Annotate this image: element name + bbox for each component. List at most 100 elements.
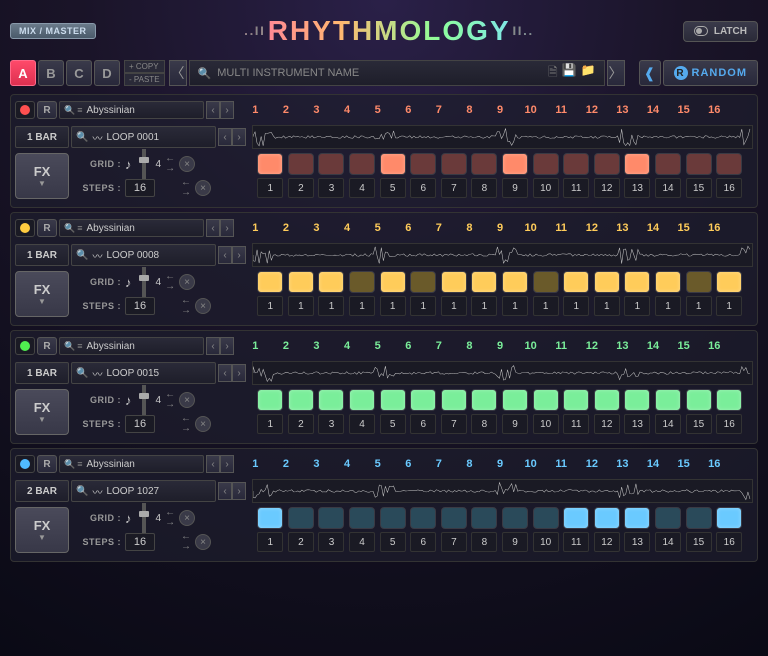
step-value[interactable]: 3 [318, 414, 344, 434]
prev-loop-button[interactable]: ‹ [218, 364, 232, 382]
steps-count[interactable]: 16 [125, 533, 155, 551]
step-value[interactable]: 5 [380, 414, 406, 434]
step-pad[interactable] [410, 271, 436, 293]
copy-button[interactable]: + COPY [124, 60, 165, 73]
step-value[interactable]: 15 [686, 532, 712, 552]
step-value[interactable]: 11 [563, 178, 589, 198]
step-value[interactable]: 1 [318, 296, 344, 316]
step-pad[interactable] [471, 271, 497, 293]
r-button[interactable]: R [37, 455, 57, 473]
waveform-display[interactable] [252, 125, 753, 149]
step-value[interactable]: 1 [257, 178, 283, 198]
step-pad[interactable] [716, 153, 742, 175]
arrow-left-icon[interactable]: ← [181, 297, 191, 305]
close-button[interactable]: × [195, 180, 211, 196]
step-value[interactable]: 1 [441, 296, 467, 316]
step-pad[interactable] [318, 271, 344, 293]
page-a-button[interactable]: A [10, 60, 36, 86]
step-pad[interactable] [410, 507, 436, 529]
step-pad[interactable] [318, 389, 344, 411]
next-preset-button[interactable]: › [220, 219, 234, 237]
step-value[interactable]: 1 [624, 296, 650, 316]
step-pad[interactable] [288, 271, 314, 293]
step-value[interactable]: 8 [471, 414, 497, 434]
loop-select[interactable]: 🔍〰 LOOP 0015 [71, 362, 216, 384]
step-value[interactable]: 7 [441, 178, 467, 198]
step-value[interactable]: 16 [716, 532, 742, 552]
step-pad[interactable] [288, 389, 314, 411]
r-button[interactable]: R [37, 337, 57, 355]
step-pad[interactable] [441, 153, 467, 175]
record-button[interactable] [15, 455, 35, 473]
arrow-left-icon[interactable]: ← [181, 415, 191, 423]
step-pad[interactable] [686, 389, 712, 411]
loop-select[interactable]: 🔍〰 LOOP 0001 [71, 126, 216, 148]
step-value[interactable]: 12 [594, 414, 620, 434]
step-pad[interactable] [471, 507, 497, 529]
step-value[interactable]: 16 [716, 414, 742, 434]
step-pad[interactable] [686, 271, 712, 293]
step-pad[interactable] [716, 271, 742, 293]
steps-count[interactable]: 16 [125, 179, 155, 197]
step-pad[interactable] [655, 271, 681, 293]
prev-preset-button[interactable]: ‹ [206, 219, 220, 237]
prev-loop-button[interactable]: ‹ [218, 128, 232, 146]
step-value[interactable]: 11 [563, 532, 589, 552]
step-pad[interactable] [655, 389, 681, 411]
fx-button[interactable]: FX▼ [15, 389, 69, 435]
arrow-right-icon[interactable]: → [165, 165, 175, 173]
step-value[interactable]: 14 [655, 414, 681, 434]
close-button[interactable]: × [179, 510, 195, 526]
preset-select[interactable]: 🔍≡ Abyssinian [59, 101, 204, 119]
step-value[interactable]: 7 [441, 532, 467, 552]
note-icon[interactable]: ♪ [125, 511, 132, 526]
fx-button[interactable]: FX▼ [15, 507, 69, 553]
step-pad[interactable] [349, 153, 375, 175]
next-preset-button[interactable]: › [220, 101, 234, 119]
close-button[interactable]: × [179, 274, 195, 290]
step-pad[interactable] [380, 507, 406, 529]
step-pad[interactable] [533, 389, 559, 411]
prev-loop-button[interactable]: ‹ [218, 246, 232, 264]
step-value[interactable]: 3 [318, 178, 344, 198]
arrow-right-icon[interactable]: → [181, 543, 191, 551]
paste-button[interactable]: - PASTE [124, 73, 165, 86]
step-pad[interactable] [349, 389, 375, 411]
arrow-left-icon[interactable]: ← [165, 509, 175, 517]
step-pad[interactable] [563, 271, 589, 293]
step-value[interactable]: 10 [533, 414, 559, 434]
step-pad[interactable] [380, 389, 406, 411]
step-pad[interactable] [655, 507, 681, 529]
step-pad[interactable] [594, 153, 620, 175]
bar-length[interactable]: 2 BAR [15, 480, 69, 502]
prev-preset-button[interactable]: ‹ [206, 337, 220, 355]
step-pad[interactable] [686, 507, 712, 529]
step-pad[interactable] [380, 271, 406, 293]
step-pad[interactable] [624, 271, 650, 293]
preset-select[interactable]: 🔍≡ Abyssinian [59, 455, 204, 473]
step-value[interactable]: 1 [410, 296, 436, 316]
close-button[interactable]: × [195, 298, 211, 314]
step-value[interactable]: 12 [594, 178, 620, 198]
step-pad[interactable] [686, 153, 712, 175]
fx-button[interactable]: FX▼ [15, 271, 69, 317]
step-value[interactable]: 14 [655, 532, 681, 552]
latch-button[interactable]: LATCH [683, 21, 758, 42]
note-icon[interactable]: ♪ [125, 393, 132, 408]
step-value[interactable]: 3 [318, 532, 344, 552]
step-value[interactable]: 14 [655, 178, 681, 198]
step-value[interactable]: 13 [624, 178, 650, 198]
step-pad[interactable] [441, 389, 467, 411]
preset-select[interactable]: 🔍≡ Abyssinian [59, 337, 204, 355]
step-pad[interactable] [471, 153, 497, 175]
record-button[interactable] [15, 219, 35, 237]
arrow-right-icon[interactable]: → [165, 519, 175, 527]
step-value[interactable]: 1 [563, 296, 589, 316]
step-value[interactable]: 1 [380, 296, 406, 316]
step-value[interactable]: 15 [686, 414, 712, 434]
step-value[interactable]: 2 [288, 414, 314, 434]
step-pad[interactable] [655, 153, 681, 175]
step-value[interactable]: 13 [624, 414, 650, 434]
fx-button[interactable]: FX▼ [15, 153, 69, 199]
next-loop-button[interactable]: › [232, 482, 246, 500]
